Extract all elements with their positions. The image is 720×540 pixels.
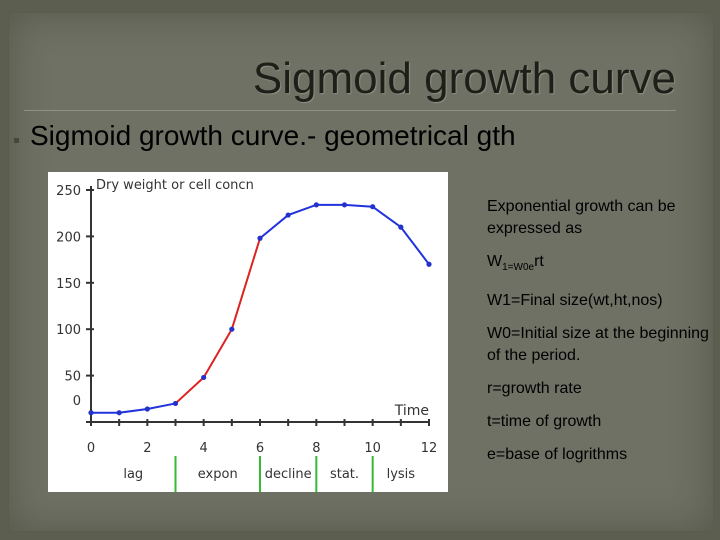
note-t: t=time of growth [487, 413, 602, 431]
x-tick-label: 2 [143, 441, 151, 456]
formula-sub: 1=W0e [502, 262, 535, 274]
data-point [88, 410, 94, 416]
data-point [172, 400, 179, 407]
data-point [257, 235, 263, 241]
slide-title: Sigmoid growth curve [252, 54, 676, 103]
curve-segment [174, 237, 261, 405]
x-tick-label: 6 [256, 441, 264, 456]
note-e: e=base of logrithms [487, 446, 628, 464]
x-tick-label: 8 [312, 441, 320, 456]
note-formula: W1=W0ert [487, 251, 709, 279]
data-point [341, 202, 348, 208]
data-point [370, 204, 376, 210]
growth-chart-panel: 0 50 100 150 200 250 0 2 4 6 8 10 12 Dry weight or c… [48, 172, 448, 492]
note-w1: W1=Final size(wt,ht,nos) [487, 292, 663, 310]
y-axis-label: Dry weight or cell concn [96, 178, 254, 193]
bullet-text: Sigmoid growth curve.- geometrical gth [30, 120, 516, 151]
data-point [313, 202, 319, 208]
y-tick-label: 0 [73, 394, 81, 409]
x-tick-label: 10 [364, 441, 381, 456]
x-axis-label: Time [394, 403, 429, 419]
data-point [201, 374, 207, 381]
note-w0: W0=Initial size at the beginning of the … [487, 325, 709, 365]
data-point [285, 212, 291, 218]
note-r: r=growth rate [487, 380, 582, 398]
phase-label: lag [123, 467, 143, 482]
formula-main: W [487, 253, 503, 270]
data-point [116, 410, 122, 416]
data-point [426, 261, 432, 267]
x-tick-label: 0 [87, 441, 95, 456]
phase-label: expon [198, 467, 238, 482]
data-point [398, 224, 404, 230]
phase-label: lysis [387, 467, 416, 482]
note-exponential: Exponential growth can be expressed as [487, 198, 676, 237]
y-tick-label: 150 [56, 277, 81, 292]
growth-chart: 0 50 100 150 200 250 0 2 4 6 8 10 12 Dry weight or c… [56, 178, 438, 492]
title-divider [24, 110, 676, 111]
bullet-icon [14, 138, 19, 143]
curve-segment [91, 402, 176, 414]
x-tick-label: 12 [421, 441, 438, 456]
x-tick-label: 4 [200, 441, 208, 456]
y-tick-label: 200 [56, 230, 81, 245]
data-point [144, 406, 150, 412]
phase-label: stat. [330, 467, 359, 482]
y-tick-label: 250 [56, 184, 81, 199]
data-point [229, 326, 235, 332]
notes-panel: Exponential growth can be expressed as W… [487, 196, 709, 477]
y-tick-label: 50 [64, 370, 81, 385]
phase-label: decline [265, 467, 312, 482]
curve-segment [259, 203, 430, 265]
y-tick-label: 100 [56, 323, 81, 338]
formula-tail: rt [534, 253, 544, 270]
